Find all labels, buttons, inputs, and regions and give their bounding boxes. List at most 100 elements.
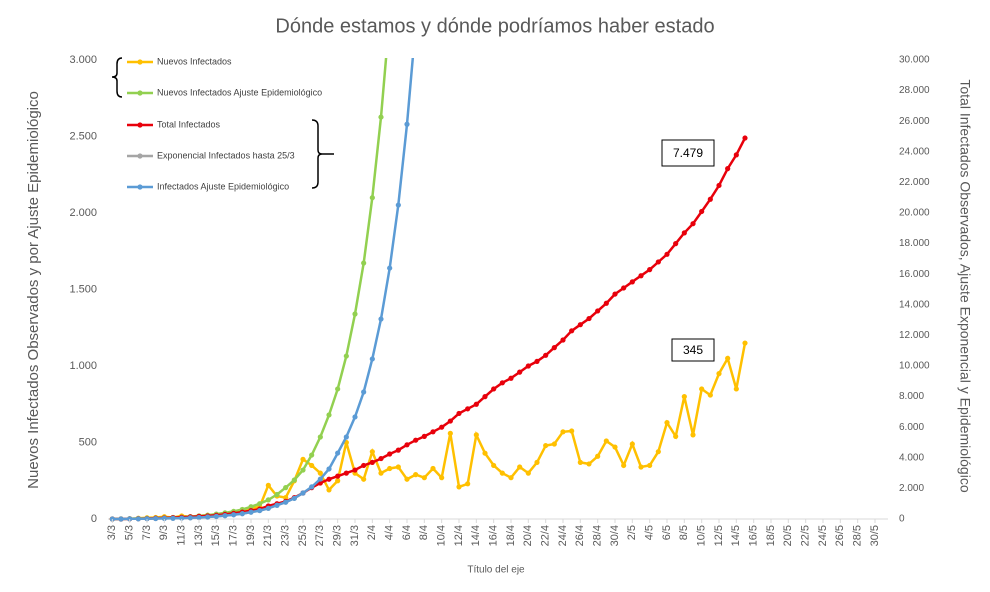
point (655, 449, 661, 455)
point (257, 507, 263, 514)
legend-marker (137, 153, 143, 159)
x-tick-label: 4/5 (644, 525, 656, 540)
legend-label: Total Infectados (157, 119, 221, 129)
point (309, 452, 315, 458)
y2-tick-label: 18.000 (899, 238, 930, 249)
point (239, 511, 245, 517)
x-tick-label: 12/5 (713, 525, 725, 546)
point (569, 328, 575, 334)
annotation: 7.479 (673, 146, 703, 160)
point (681, 230, 687, 236)
x-tick-label: 22/5 (800, 525, 812, 546)
y-tick-label: 2.000 (69, 207, 97, 219)
point (499, 470, 505, 476)
legend-label: Nuevos Infectados Ajuste Epidemiológico (157, 87, 322, 97)
point (404, 476, 410, 482)
point (395, 464, 401, 470)
x-tick-label: 2/5 (626, 525, 638, 540)
point (664, 420, 670, 426)
point (621, 285, 627, 291)
legend-label: Nuevos Infectados (157, 56, 232, 66)
point (638, 464, 644, 470)
x-tick-label: 21/3 (262, 525, 274, 546)
point (153, 515, 159, 522)
point (612, 291, 618, 297)
point (508, 475, 514, 481)
point (343, 353, 349, 359)
point (673, 433, 679, 439)
point (283, 485, 289, 491)
point (135, 516, 141, 522)
legend-label: Exponencial Infectados hasta 25/3 (157, 150, 295, 160)
point (629, 279, 635, 285)
point (707, 196, 713, 202)
point (586, 461, 592, 467)
point (430, 465, 436, 472)
y-tick-label: 1.500 (69, 283, 97, 295)
point (560, 429, 566, 435)
point (361, 260, 367, 266)
point (543, 352, 549, 358)
point (491, 386, 497, 392)
point (387, 265, 393, 271)
point (300, 490, 306, 496)
x-tick-label: 10/5 (696, 525, 708, 546)
point (647, 267, 653, 273)
point (725, 355, 731, 361)
x-axis-title: Título del eje (467, 565, 525, 576)
point (690, 432, 696, 438)
x-tick-label: 23/3 (280, 525, 292, 546)
point (465, 406, 471, 412)
legend-marker (137, 59, 143, 65)
point (222, 513, 228, 519)
point (447, 430, 453, 436)
y2-tick-label: 2.000 (899, 483, 924, 494)
y2-tick-label: 0 (899, 514, 905, 525)
point (187, 515, 193, 521)
point (127, 516, 133, 522)
x-tick-label: 30/5 (869, 525, 881, 546)
point (725, 166, 731, 172)
x-tick-label: 2/4 (366, 525, 378, 540)
point (300, 467, 306, 473)
point (733, 152, 739, 158)
point (491, 462, 497, 469)
point (421, 433, 427, 439)
point (586, 315, 592, 322)
point (300, 456, 306, 462)
y2-tick-label: 28.000 (899, 85, 930, 96)
x-tick-label: 4/4 (384, 525, 396, 540)
point (543, 442, 549, 449)
point (699, 208, 705, 215)
y-tick-label: 0 (91, 513, 97, 525)
point (161, 515, 167, 521)
point (534, 358, 540, 365)
point (525, 470, 531, 476)
point (309, 462, 315, 469)
point (742, 340, 748, 346)
x-tick-label: 27/3 (314, 525, 326, 546)
point (595, 453, 601, 459)
x-tick-label: 26/4 (574, 525, 586, 546)
x-tick-label: 12/4 (453, 525, 465, 546)
x-tick-label: 18/4 (505, 525, 517, 546)
point (369, 459, 375, 465)
point (742, 135, 748, 141)
y2-tick-label: 12.000 (899, 330, 930, 341)
point (456, 410, 462, 417)
legend-marker (137, 122, 143, 128)
point (716, 182, 722, 189)
point (621, 462, 627, 469)
x-tick-label: 5/3 (124, 525, 136, 540)
point (335, 478, 341, 484)
point (335, 450, 341, 456)
x-tick-label: 6/4 (401, 525, 413, 540)
point (638, 273, 644, 279)
chart-title: Dónde estamos y dónde podríamos haber es… (275, 15, 714, 37)
point (283, 494, 289, 501)
x-tick-label: 28/4 (592, 525, 604, 546)
point (343, 470, 349, 476)
x-tick-label: 10/4 (436, 525, 448, 546)
point (413, 472, 419, 478)
